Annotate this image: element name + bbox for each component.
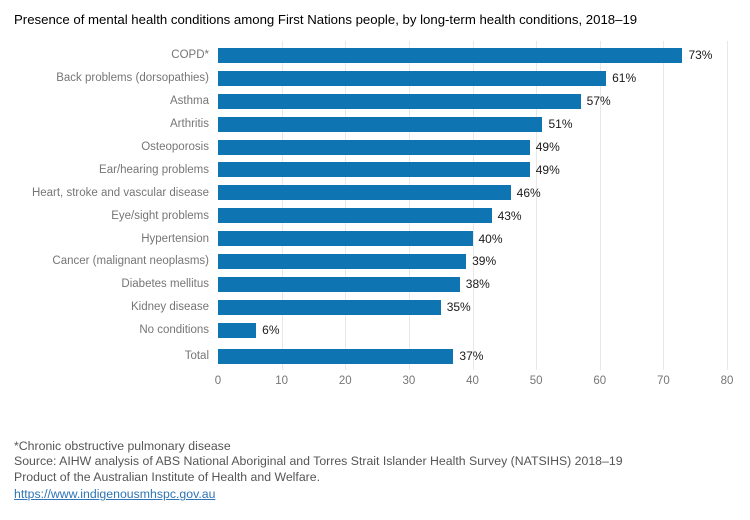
category-label: Osteoporosis: [141, 141, 209, 153]
footer: *Chronic obstructive pulmonary disease S…: [14, 439, 734, 503]
x-tick-label: 0: [214, 375, 222, 387]
x-tick-label: 70: [656, 375, 670, 387]
x-tick-label: 50: [529, 375, 543, 387]
bar[interactable]: [218, 348, 454, 364]
x-tick-label: 80: [720, 375, 734, 387]
category-label: Heart, stroke and vascular disease: [31, 186, 209, 199]
category-label: Eye/sight problems: [111, 209, 209, 222]
value-label: 57%: [586, 94, 611, 109]
chart-row: Asthma 57%: [0, 90, 736, 113]
bar[interactable]: [218, 185, 511, 201]
chart-row: Ear/hearing problems 49%: [0, 158, 736, 181]
chart-row: Cancer (malignant neoplasms) 39%: [0, 250, 736, 273]
gridline: [727, 41, 728, 370]
chart-row: Heart, stroke and vascular disease 46%: [0, 181, 736, 204]
bar[interactable]: [218, 276, 460, 292]
chart-row: Osteoporosis 49%: [0, 136, 736, 159]
value-label: 49%: [535, 162, 560, 177]
bar-track: 37%: [218, 348, 727, 364]
category-label: Asthma: [170, 95, 209, 108]
footnote-product: Product of the Australian Institute of H…: [14, 469, 321, 484]
category-label: Back problems (dorsopathies): [56, 72, 209, 85]
bar[interactable]: [218, 47, 683, 63]
value-label: 40%: [478, 231, 503, 246]
bar-track: 35%: [218, 299, 727, 315]
bar-track: 61%: [218, 70, 727, 86]
chart-row: Kidney disease 35%: [0, 296, 736, 319]
bar[interactable]: [218, 116, 543, 132]
x-tick-label: 60: [593, 375, 607, 387]
value-label: 43%: [497, 208, 522, 223]
gridlines: [218, 41, 728, 370]
category-label: Kidney disease: [131, 301, 209, 314]
x-tick-label: 40: [466, 375, 479, 387]
chart-row: COPD* 73%: [0, 44, 736, 67]
chart-row: No conditions 6%: [0, 319, 736, 342]
chart-row: Back problems (dorsopathies) 61%: [0, 67, 736, 90]
category-label: Arthritis: [170, 118, 209, 131]
chart-rows: COPD* 73% Back problems (dorsopathies) 61% A…: [0, 44, 736, 367]
category-label: Diabetes mellitus: [121, 278, 209, 291]
footnote-source: Source: AIHW analysis of ABS National Ab…: [14, 454, 623, 469]
chart-title: Presence of mental health conditions amo…: [14, 12, 638, 27]
x-tick-label: 10: [275, 375, 289, 387]
value-label: 38%: [465, 277, 490, 292]
bar[interactable]: [218, 208, 492, 224]
x-tick-label: 20: [338, 375, 352, 387]
chart-row: Eye/sight problems 43%: [0, 204, 736, 227]
bar[interactable]: [218, 299, 441, 315]
footnote-copd: *Chronic obstructive pulmonary disease: [14, 439, 231, 453]
value-label: 6%: [262, 323, 280, 338]
footer-link[interactable]: https://www.indigenousmhspc.gov.au: [14, 487, 216, 502]
bar-track: 40%: [218, 231, 727, 247]
gridline: [536, 41, 538, 370]
bar[interactable]: [218, 93, 581, 109]
bar-track: 49%: [218, 162, 727, 178]
gridline: [472, 41, 474, 370]
bar-track: 51%: [218, 116, 727, 132]
chart-row: Total 37%: [0, 345, 736, 368]
bar[interactable]: [218, 139, 530, 155]
bar[interactable]: [218, 253, 467, 269]
value-label: 51%: [548, 117, 573, 132]
bar-track: 73%: [218, 47, 727, 63]
bar[interactable]: [218, 231, 473, 247]
value-label: 73%: [688, 48, 713, 63]
gridline: [663, 41, 665, 370]
value-label: 39%: [472, 254, 497, 269]
value-label: 46%: [516, 185, 541, 200]
x-tick-label: 30: [402, 375, 416, 387]
gridline: [408, 41, 410, 370]
value-label: 37%: [459, 349, 484, 364]
bar-track: 39%: [218, 253, 727, 269]
bar-track: 38%: [218, 276, 727, 292]
bar-track: 43%: [218, 208, 727, 224]
category-label: No conditions: [139, 324, 209, 337]
gridline: [599, 41, 601, 370]
chart-row: Hypertension 40%: [0, 227, 736, 250]
x-axis: 0 10 20 30 40 50 60 70 80: [214, 375, 734, 391]
bar[interactable]: [218, 162, 530, 178]
chart-row: Arthritis 51%: [0, 113, 736, 136]
value-label: 61%: [612, 71, 637, 86]
value-label: 49%: [535, 140, 560, 154]
category-label: COPD*: [171, 49, 209, 62]
gridline: [345, 41, 347, 370]
value-label: 35%: [446, 300, 471, 315]
gridline: [281, 41, 283, 370]
category-label: Total: [184, 350, 209, 363]
bar-track: 49%: [218, 139, 727, 155]
category-label: Ear/hearing problems: [99, 163, 209, 176]
bar[interactable]: [218, 70, 607, 86]
chart-row: Diabetes mellitus 38%: [0, 273, 736, 296]
category-label: Hypertension: [141, 232, 209, 245]
bar-track: 57%: [218, 93, 727, 109]
bar-track: 6%: [218, 322, 727, 338]
bar-track: 46%: [218, 185, 727, 201]
category-label: Cancer (malignant neoplasms): [52, 255, 209, 268]
bar[interactable]: [218, 322, 257, 338]
